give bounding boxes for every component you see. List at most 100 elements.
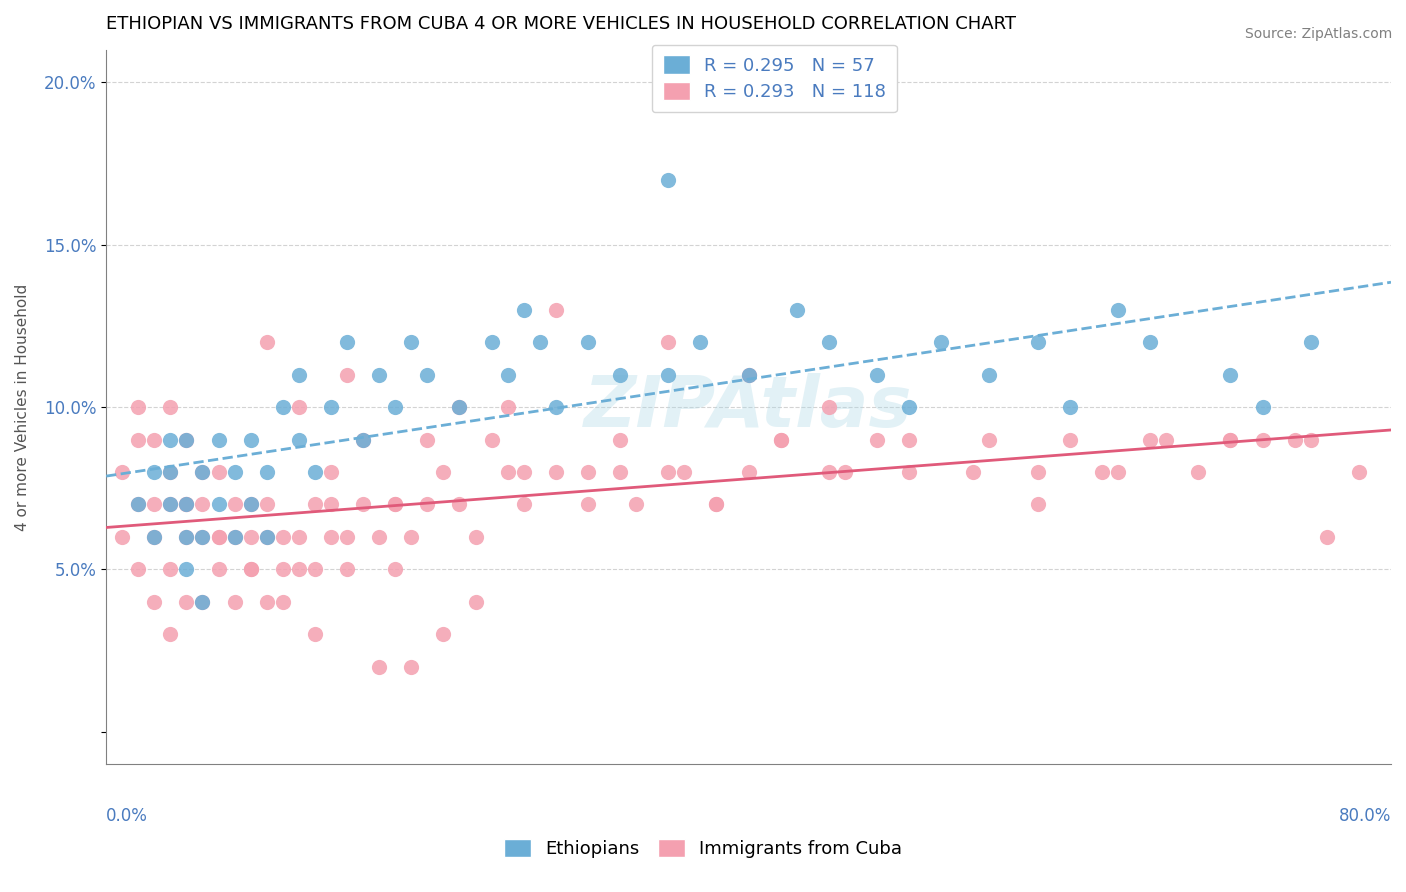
- Point: [673, 465, 696, 479]
- Point: [496, 368, 519, 382]
- Point: [127, 498, 149, 512]
- Point: [191, 530, 214, 544]
- Point: [449, 400, 471, 414]
- Point: [481, 433, 503, 447]
- Point: [191, 530, 214, 544]
- Point: [319, 400, 342, 414]
- Point: [1299, 433, 1322, 447]
- Point: [609, 465, 631, 479]
- Point: [1299, 335, 1322, 350]
- Text: 80.0%: 80.0%: [1339, 807, 1391, 825]
- Point: [898, 465, 921, 479]
- Point: [239, 498, 262, 512]
- Point: [481, 335, 503, 350]
- Point: [384, 400, 406, 414]
- Point: [1026, 465, 1049, 479]
- Point: [304, 465, 326, 479]
- Point: [176, 562, 198, 576]
- Point: [256, 465, 278, 479]
- Text: ZIPAtlas: ZIPAtlas: [585, 373, 912, 442]
- Point: [256, 498, 278, 512]
- Y-axis label: 4 or more Vehicles in Household: 4 or more Vehicles in Household: [15, 284, 30, 531]
- Point: [1139, 335, 1161, 350]
- Point: [176, 530, 198, 544]
- Point: [239, 562, 262, 576]
- Point: [1251, 433, 1274, 447]
- Point: [288, 530, 311, 544]
- Point: [769, 433, 792, 447]
- Point: [496, 400, 519, 414]
- Point: [176, 530, 198, 544]
- Point: [657, 368, 679, 382]
- Point: [191, 465, 214, 479]
- Point: [512, 302, 534, 317]
- Point: [336, 368, 359, 382]
- Point: [544, 400, 567, 414]
- Point: [159, 562, 181, 576]
- Point: [127, 400, 149, 414]
- Point: [176, 498, 198, 512]
- Point: [769, 433, 792, 447]
- Point: [271, 562, 294, 576]
- Point: [159, 465, 181, 479]
- Point: [432, 465, 454, 479]
- Text: ETHIOPIAN VS IMMIGRANTS FROM CUBA 4 OR MORE VEHICLES IN HOUSEHOLD CORRELATION CH: ETHIOPIAN VS IMMIGRANTS FROM CUBA 4 OR M…: [105, 15, 1017, 33]
- Point: [288, 562, 311, 576]
- Point: [159, 498, 181, 512]
- Point: [609, 433, 631, 447]
- Point: [496, 465, 519, 479]
- Point: [176, 595, 198, 609]
- Point: [657, 465, 679, 479]
- Point: [176, 498, 198, 512]
- Point: [979, 368, 1001, 382]
- Point: [319, 498, 342, 512]
- Point: [1059, 433, 1081, 447]
- Point: [304, 627, 326, 641]
- Point: [207, 562, 229, 576]
- Point: [834, 465, 856, 479]
- Point: [319, 530, 342, 544]
- Point: [1316, 530, 1339, 544]
- Point: [224, 530, 246, 544]
- Point: [1219, 433, 1241, 447]
- Point: [529, 335, 551, 350]
- Point: [384, 498, 406, 512]
- Point: [1139, 433, 1161, 447]
- Point: [576, 335, 599, 350]
- Point: [657, 335, 679, 350]
- Point: [143, 530, 166, 544]
- Text: 0.0%: 0.0%: [105, 807, 148, 825]
- Point: [962, 465, 984, 479]
- Point: [401, 530, 423, 544]
- Point: [224, 465, 246, 479]
- Point: [1219, 368, 1241, 382]
- Point: [657, 172, 679, 186]
- Point: [576, 465, 599, 479]
- Point: [256, 530, 278, 544]
- Point: [929, 335, 952, 350]
- Point: [159, 627, 181, 641]
- Point: [207, 530, 229, 544]
- Point: [1347, 465, 1369, 479]
- Point: [127, 498, 149, 512]
- Point: [368, 660, 391, 674]
- Point: [143, 465, 166, 479]
- Point: [866, 433, 889, 447]
- Point: [512, 465, 534, 479]
- Point: [159, 400, 181, 414]
- Point: [1091, 465, 1114, 479]
- Point: [866, 368, 889, 382]
- Point: [271, 400, 294, 414]
- Point: [979, 433, 1001, 447]
- Point: [449, 498, 471, 512]
- Point: [786, 302, 808, 317]
- Point: [737, 368, 759, 382]
- Point: [256, 530, 278, 544]
- Point: [818, 335, 841, 350]
- Point: [239, 433, 262, 447]
- Point: [191, 595, 214, 609]
- Point: [111, 465, 134, 479]
- Point: [288, 368, 311, 382]
- Point: [1026, 498, 1049, 512]
- Legend: R = 0.295   N = 57, R = 0.293   N = 118: R = 0.295 N = 57, R = 0.293 N = 118: [652, 45, 897, 112]
